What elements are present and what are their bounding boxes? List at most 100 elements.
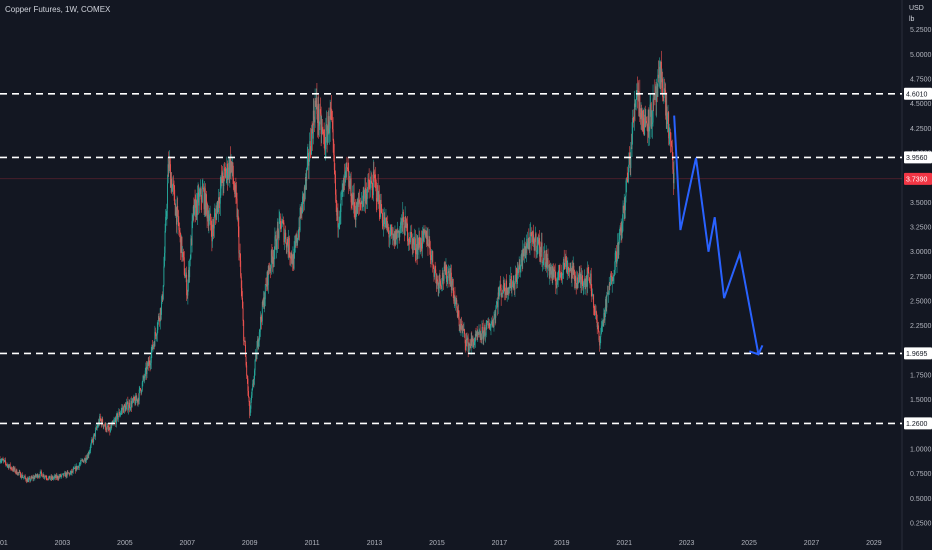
candle-body (212, 224, 213, 242)
candle-body (627, 168, 629, 182)
candle-body (18, 471, 20, 473)
candle-body (56, 475, 58, 479)
y-tick-label: 4.7500 (910, 77, 932, 84)
candle-body (645, 121, 647, 125)
candle-body (261, 319, 263, 322)
candle-body (151, 344, 153, 353)
candle-body (545, 253, 547, 265)
candle-body (183, 253, 185, 258)
candle-body (398, 230, 400, 238)
candle-body (314, 120, 315, 123)
candle-body (310, 153, 312, 155)
candle-body (109, 427, 111, 432)
candle-body (482, 327, 484, 339)
candle-body (629, 158, 631, 169)
candle-body (217, 201, 219, 212)
candle-body (119, 414, 121, 416)
x-tick-label: 2001 (0, 540, 8, 547)
candle-body (431, 251, 433, 256)
candle-body (44, 476, 46, 478)
candle-body (48, 477, 50, 480)
candle-body (88, 453, 90, 456)
candle-body (666, 106, 668, 124)
candle-body (548, 265, 550, 276)
candle-body (279, 216, 281, 222)
candle-body (1, 460, 3, 461)
candle-body (402, 211, 404, 225)
candle-body (653, 98, 655, 100)
candle-body (90, 442, 92, 446)
candle-body (497, 292, 499, 308)
candle-body (320, 113, 322, 134)
candle-body (377, 185, 378, 202)
candle-body (494, 313, 496, 318)
candle-body (209, 215, 210, 221)
candle-body (404, 233, 405, 236)
candle-body (580, 274, 582, 285)
candle-body (322, 129, 324, 132)
candle-body (313, 110, 315, 121)
candle-body (527, 241, 529, 248)
candle-body (635, 99, 637, 100)
candle-body (569, 268, 571, 273)
candle-body (467, 337, 469, 340)
candle-body (156, 329, 158, 335)
x-tick-label: 2021 (616, 540, 632, 547)
candle-body (49, 475, 51, 480)
candle-body (648, 109, 650, 132)
candle-body (237, 215, 239, 218)
candle-body (460, 323, 462, 330)
candle-body (405, 219, 407, 228)
candle-body (368, 180, 370, 188)
candle-body (538, 238, 540, 244)
candle-body (66, 472, 68, 477)
level-price-label: 1.2600 (906, 421, 928, 428)
candle-body (351, 194, 353, 205)
candle-body (205, 194, 207, 214)
candle-body (634, 103, 636, 107)
candle-body (192, 206, 194, 216)
candle-body (672, 152, 674, 170)
candle-body (574, 276, 576, 281)
candle-body (165, 216, 167, 217)
candle-body (669, 132, 671, 140)
candle-body (130, 401, 132, 409)
x-tick-label: 2015 (429, 540, 445, 547)
candle-body (532, 231, 534, 235)
candle-body (207, 214, 209, 226)
candle-body (82, 460, 84, 463)
candle-body (597, 325, 599, 328)
candle-body (380, 199, 381, 217)
candle-body (245, 344, 246, 357)
candle-body (213, 226, 215, 229)
candle-body (429, 247, 431, 258)
candle-body (590, 273, 592, 285)
candle-body (11, 469, 13, 470)
candle-body (485, 335, 487, 336)
candle-body (22, 477, 24, 478)
candle-body (619, 227, 621, 233)
candle-body (549, 270, 551, 276)
candle-body (340, 193, 342, 213)
candle-body (399, 228, 401, 238)
candle-body (7, 464, 9, 469)
candle-body (540, 242, 542, 252)
candle-body (203, 189, 205, 210)
candle-body (665, 89, 667, 116)
candle-body (473, 342, 475, 348)
candle-body (324, 149, 326, 151)
projection-arrowhead (749, 344, 764, 356)
candle-body (21, 474, 23, 478)
candle-body (509, 283, 511, 288)
candle-body (462, 328, 464, 330)
candle-body (612, 276, 614, 281)
candle-body (337, 210, 339, 228)
candle-body (375, 182, 377, 201)
candle-body (76, 465, 78, 470)
candle-body (287, 239, 288, 245)
candle-body (639, 112, 641, 120)
candle-body (602, 321, 604, 323)
candle-body (394, 230, 396, 245)
candle-body (191, 238, 192, 246)
